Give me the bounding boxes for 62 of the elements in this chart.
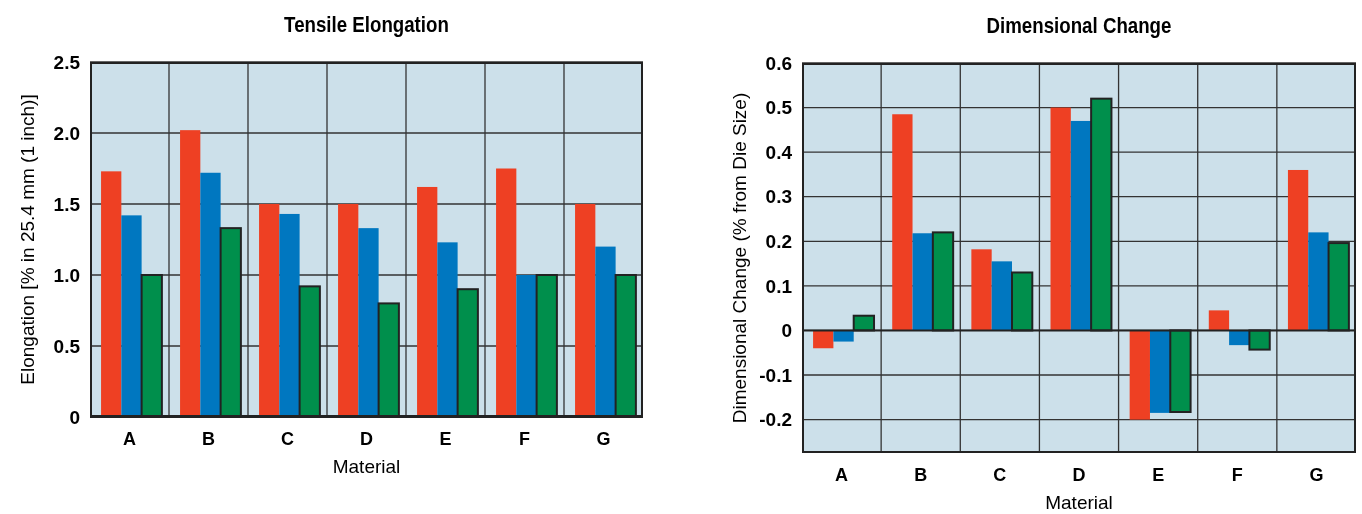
x-tick-label: A	[123, 429, 136, 449]
bar	[971, 249, 992, 331]
y-tick-label: -0.2	[759, 409, 792, 431]
y-tick-label: 0.5	[765, 97, 793, 119]
x-tick-label: D	[360, 429, 373, 449]
bar	[912, 233, 933, 331]
y-tick-label: 0.5	[53, 335, 81, 357]
bar	[200, 172, 221, 417]
bar	[833, 330, 854, 342]
bar	[575, 204, 596, 417]
bar	[358, 228, 379, 417]
x-tick-label: E	[439, 429, 452, 449]
bar	[1287, 169, 1309, 331]
bar	[496, 168, 517, 417]
bar	[1208, 310, 1230, 331]
y-tick-label: 0	[69, 406, 80, 428]
bar	[1129, 330, 1150, 420]
bar	[892, 114, 913, 331]
bar	[279, 213, 300, 417]
y-tick-label: 0	[781, 320, 792, 342]
bar	[1149, 330, 1171, 413]
y-tick-label: 1.0	[53, 264, 80, 286]
x-tick-label: G	[1309, 465, 1324, 485]
x-axis-title: Material	[1045, 492, 1113, 513]
x-tick-label: F	[1231, 465, 1243, 485]
bar	[121, 215, 142, 417]
x-tick-label: E	[1152, 465, 1165, 485]
bar	[101, 171, 122, 417]
chart-title: Dimensional Change	[986, 13, 1172, 38]
x-tick-label: B	[202, 429, 215, 449]
bar	[1070, 120, 1092, 331]
y-tick-label: 0.4	[765, 141, 793, 163]
bar	[516, 275, 537, 417]
x-tick-label: C	[993, 465, 1007, 485]
y-axis-title: Dimensional Change (% from Die Size)	[729, 92, 750, 424]
y-tick-label: 0.2	[765, 230, 792, 252]
bar	[813, 330, 834, 349]
bar	[595, 246, 616, 417]
x-tick-label: G	[596, 429, 611, 449]
x-tick-label: D	[1072, 465, 1086, 485]
x-tick-label: C	[281, 429, 294, 449]
y-tick-label: -0.1	[759, 364, 793, 386]
bar	[338, 204, 359, 417]
x-axis-title: Material	[332, 456, 401, 477]
y-tick-label: 1.5	[53, 193, 81, 215]
bar	[417, 186, 438, 417]
y-axis-title: Elongation [% in 25.4 mm (1 inch)]	[17, 94, 38, 385]
x-tick-label: B	[914, 465, 928, 485]
bar	[1308, 232, 1329, 331]
y-tick-label: 2.5	[53, 51, 81, 73]
bar	[991, 261, 1012, 331]
y-tick-label: 0.1	[765, 275, 793, 297]
bar	[437, 242, 458, 417]
chart-title: Tensile Elongation	[284, 12, 449, 37]
x-tick-label: F	[519, 429, 530, 449]
bar	[259, 204, 280, 417]
bar	[1050, 107, 1071, 331]
x-tick-label: A	[835, 465, 849, 485]
y-tick-label: 0.6	[765, 52, 792, 74]
bar	[180, 130, 201, 417]
y-tick-label: 0.3	[765, 186, 792, 208]
y-tick-label: 2.0	[53, 122, 80, 144]
